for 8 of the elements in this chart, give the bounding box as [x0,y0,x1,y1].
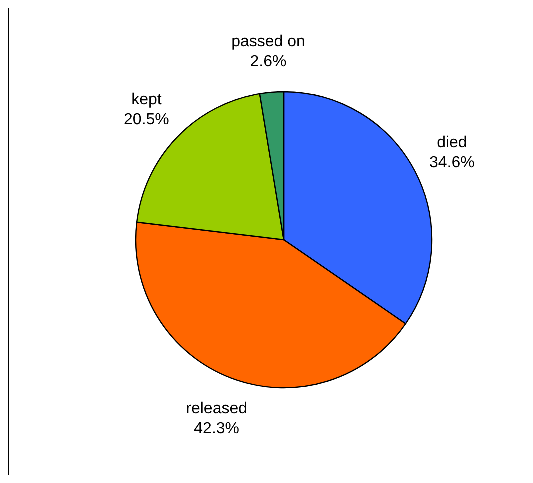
slice-label: passed on [232,34,306,51]
slice-label: kept [132,92,162,109]
data-label: 20.5% [124,112,170,129]
data-label: 34.6% [430,154,475,172]
data-label: 2.6% [250,54,287,71]
data-label: 42.3% [194,420,240,438]
slice-label: died [437,134,468,152]
slice-label: released [186,400,248,418]
